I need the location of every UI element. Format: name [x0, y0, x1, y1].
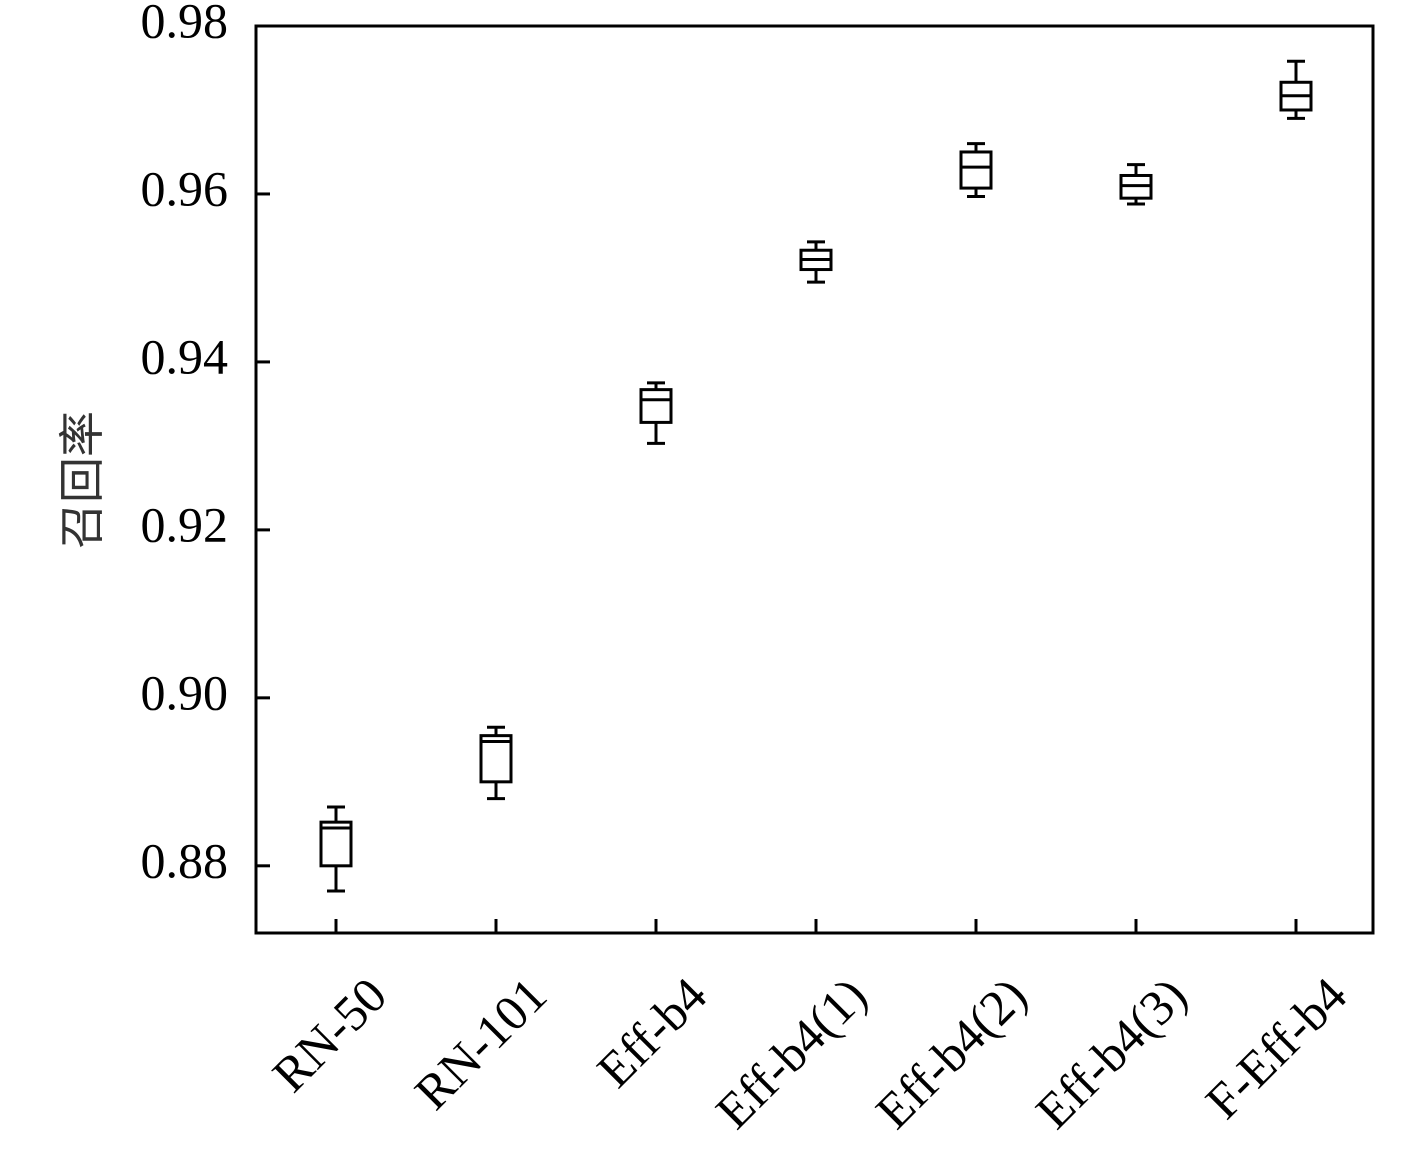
box-F-Eff-b4 [1279, 59, 1313, 120]
box-Eff-b4(3) [1119, 163, 1153, 206]
box-series [319, 59, 1313, 893]
y-tick-label: 0.98 [141, 0, 229, 48]
plot-frame [254, 24, 1375, 935]
x-tick-label: F-Eff-b4 [1195, 967, 1358, 1130]
x-tick-label: RN-101 [404, 967, 558, 1121]
box-Eff-b4(1) [799, 240, 833, 284]
y-tick-label: 0.96 [141, 160, 229, 216]
iqr-box [639, 388, 673, 424]
x-axis: RN-50 RN-101 Eff-b4Eff-b4(1)Eff-b4(2)Eff-b… [261, 919, 1357, 1139]
x-tick-label: Eff-b4(2) [865, 967, 1037, 1139]
box-Eff-b4(2) [959, 142, 993, 198]
box-RN-50 [319, 805, 353, 893]
y-tick-label: 0.92 [141, 496, 229, 552]
x-tick-label: RN-50 [261, 967, 397, 1103]
y-axis-label: 召回率 [55, 411, 109, 549]
iqr-box [479, 734, 513, 784]
box-Eff-b4 [639, 381, 673, 445]
iqr-box [959, 150, 993, 190]
x-tick-label: Eff-b4(1) [705, 967, 877, 1139]
x-tick-label: Eff-b4 [586, 967, 717, 1098]
x-tick-label: Eff-b4(3) [1025, 967, 1197, 1139]
y-tick-label: 0.90 [141, 664, 229, 720]
box-RN-101 [479, 725, 513, 801]
y-tick-label: 0.88 [141, 832, 229, 888]
y-axis: 0.88 0.90 0.92 0.94 0.96 0.98 [141, 0, 270, 888]
y-tick-label: 0.94 [141, 328, 229, 384]
